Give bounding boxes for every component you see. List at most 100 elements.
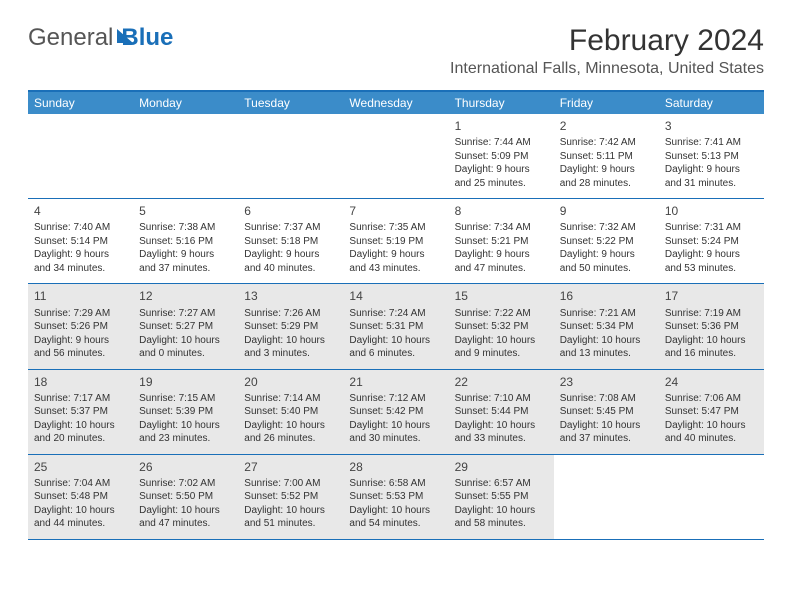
- day-number: 10: [665, 203, 758, 219]
- weekday-header: Sunday: [28, 92, 133, 114]
- day-detail-sunrise: Sunrise: 7:27 AM: [139, 307, 232, 321]
- day-cell-empty: [659, 455, 764, 539]
- day-number: 19: [139, 374, 232, 390]
- day-detail-sunrise: Sunrise: 6:57 AM: [455, 477, 548, 491]
- day-cell: 16Sunrise: 7:21 AMSunset: 5:34 PMDayligh…: [554, 284, 659, 368]
- day-number: 26: [139, 459, 232, 475]
- day-detail-day2: and 54 minutes.: [349, 517, 442, 531]
- day-cell: 15Sunrise: 7:22 AMSunset: 5:32 PMDayligh…: [449, 284, 554, 368]
- day-detail-sunrise: Sunrise: 7:35 AM: [349, 221, 442, 235]
- day-detail-sunset: Sunset: 5:47 PM: [665, 405, 758, 419]
- day-detail-sunset: Sunset: 5:52 PM: [244, 490, 337, 504]
- day-detail-day1: Daylight: 10 hours: [34, 419, 127, 433]
- weekday-header: Friday: [554, 92, 659, 114]
- day-detail-sunrise: Sunrise: 7:24 AM: [349, 307, 442, 321]
- day-detail-day1: Daylight: 9 hours: [244, 248, 337, 262]
- day-detail-sunrise: Sunrise: 7:08 AM: [560, 392, 653, 406]
- day-detail-day1: Daylight: 9 hours: [349, 248, 442, 262]
- week-row: 1Sunrise: 7:44 AMSunset: 5:09 PMDaylight…: [28, 114, 764, 199]
- day-detail-sunset: Sunset: 5:11 PM: [560, 150, 653, 164]
- day-detail-day1: Daylight: 10 hours: [244, 419, 337, 433]
- day-cell: 23Sunrise: 7:08 AMSunset: 5:45 PMDayligh…: [554, 370, 659, 454]
- day-detail-sunset: Sunset: 5:16 PM: [139, 235, 232, 249]
- day-cell-empty: [238, 114, 343, 198]
- weeks-container: 1Sunrise: 7:44 AMSunset: 5:09 PMDaylight…: [28, 114, 764, 540]
- day-number: 24: [665, 374, 758, 390]
- day-number: 12: [139, 288, 232, 304]
- day-cell: 7Sunrise: 7:35 AMSunset: 5:19 PMDaylight…: [343, 199, 448, 283]
- day-detail-sunset: Sunset: 5:34 PM: [560, 320, 653, 334]
- day-detail-sunrise: Sunrise: 7:04 AM: [34, 477, 127, 491]
- calendar: Sunday Monday Tuesday Wednesday Thursday…: [28, 90, 764, 540]
- day-detail-sunset: Sunset: 5:36 PM: [665, 320, 758, 334]
- day-detail-sunset: Sunset: 5:55 PM: [455, 490, 548, 504]
- day-number: 5: [139, 203, 232, 219]
- day-number: 8: [455, 203, 548, 219]
- day-detail-sunset: Sunset: 5:48 PM: [34, 490, 127, 504]
- day-detail-day2: and 28 minutes.: [560, 177, 653, 191]
- day-detail-day2: and 58 minutes.: [455, 517, 548, 531]
- day-detail-sunrise: Sunrise: 7:31 AM: [665, 221, 758, 235]
- day-detail-day2: and 6 minutes.: [349, 347, 442, 361]
- day-detail-sunrise: Sunrise: 7:17 AM: [34, 392, 127, 406]
- day-detail-day2: and 40 minutes.: [665, 432, 758, 446]
- day-detail-day1: Daylight: 10 hours: [139, 419, 232, 433]
- day-number: 17: [665, 288, 758, 304]
- logo-triangle-icon: [117, 29, 133, 43]
- day-detail-sunset: Sunset: 5:24 PM: [665, 235, 758, 249]
- day-detail-sunrise: Sunrise: 7:12 AM: [349, 392, 442, 406]
- day-detail-day2: and 25 minutes.: [455, 177, 548, 191]
- weekday-header-row: Sunday Monday Tuesday Wednesday Thursday…: [28, 92, 764, 114]
- day-detail-day1: Daylight: 10 hours: [349, 334, 442, 348]
- day-number: 18: [34, 374, 127, 390]
- day-detail-sunset: Sunset: 5:53 PM: [349, 490, 442, 504]
- day-detail-day2: and 30 minutes.: [349, 432, 442, 446]
- day-detail-day1: Daylight: 10 hours: [560, 419, 653, 433]
- day-number: 4: [34, 203, 127, 219]
- day-detail-sunrise: Sunrise: 7:19 AM: [665, 307, 758, 321]
- day-detail-sunrise: Sunrise: 7:02 AM: [139, 477, 232, 491]
- day-cell-empty: [343, 114, 448, 198]
- day-cell: 10Sunrise: 7:31 AMSunset: 5:24 PMDayligh…: [659, 199, 764, 283]
- day-detail-day2: and 50 minutes.: [560, 262, 653, 276]
- day-number: 2: [560, 118, 653, 134]
- day-detail-sunset: Sunset: 5:19 PM: [349, 235, 442, 249]
- day-detail-day1: Daylight: 10 hours: [349, 504, 442, 518]
- day-number: 29: [455, 459, 548, 475]
- day-detail-sunrise: Sunrise: 7:44 AM: [455, 136, 548, 150]
- day-detail-day2: and 47 minutes.: [455, 262, 548, 276]
- day-detail-sunrise: Sunrise: 7:34 AM: [455, 221, 548, 235]
- day-detail-sunset: Sunset: 5:42 PM: [349, 405, 442, 419]
- day-detail-day1: Daylight: 9 hours: [34, 334, 127, 348]
- day-detail-sunset: Sunset: 5:21 PM: [455, 235, 548, 249]
- day-cell-empty: [28, 114, 133, 198]
- day-cell: 13Sunrise: 7:26 AMSunset: 5:29 PMDayligh…: [238, 284, 343, 368]
- day-number: 14: [349, 288, 442, 304]
- day-detail-sunset: Sunset: 5:26 PM: [34, 320, 127, 334]
- day-number: 16: [560, 288, 653, 304]
- day-detail-sunrise: Sunrise: 7:10 AM: [455, 392, 548, 406]
- month-title: February 2024: [450, 24, 764, 58]
- day-detail-sunset: Sunset: 5:45 PM: [560, 405, 653, 419]
- day-number: 15: [455, 288, 548, 304]
- day-detail-day1: Daylight: 9 hours: [665, 163, 758, 177]
- day-detail-sunset: Sunset: 5:37 PM: [34, 405, 127, 419]
- day-number: 6: [244, 203, 337, 219]
- day-detail-day1: Daylight: 10 hours: [455, 504, 548, 518]
- day-cell: 17Sunrise: 7:19 AMSunset: 5:36 PMDayligh…: [659, 284, 764, 368]
- day-number: 9: [560, 203, 653, 219]
- weekday-header: Thursday: [449, 92, 554, 114]
- day-detail-sunrise: Sunrise: 7:06 AM: [665, 392, 758, 406]
- day-detail-day2: and 53 minutes.: [665, 262, 758, 276]
- day-detail-day1: Daylight: 9 hours: [455, 163, 548, 177]
- day-detail-sunrise: Sunrise: 7:21 AM: [560, 307, 653, 321]
- day-number: 28: [349, 459, 442, 475]
- day-detail-day2: and 13 minutes.: [560, 347, 653, 361]
- day-detail-sunset: Sunset: 5:27 PM: [139, 320, 232, 334]
- day-cell: 9Sunrise: 7:32 AMSunset: 5:22 PMDaylight…: [554, 199, 659, 283]
- day-detail-day1: Daylight: 9 hours: [34, 248, 127, 262]
- day-detail-sunrise: Sunrise: 7:22 AM: [455, 307, 548, 321]
- day-cell: 5Sunrise: 7:38 AMSunset: 5:16 PMDaylight…: [133, 199, 238, 283]
- header-row: General Blue February 2024 International…: [28, 24, 764, 78]
- day-number: 13: [244, 288, 337, 304]
